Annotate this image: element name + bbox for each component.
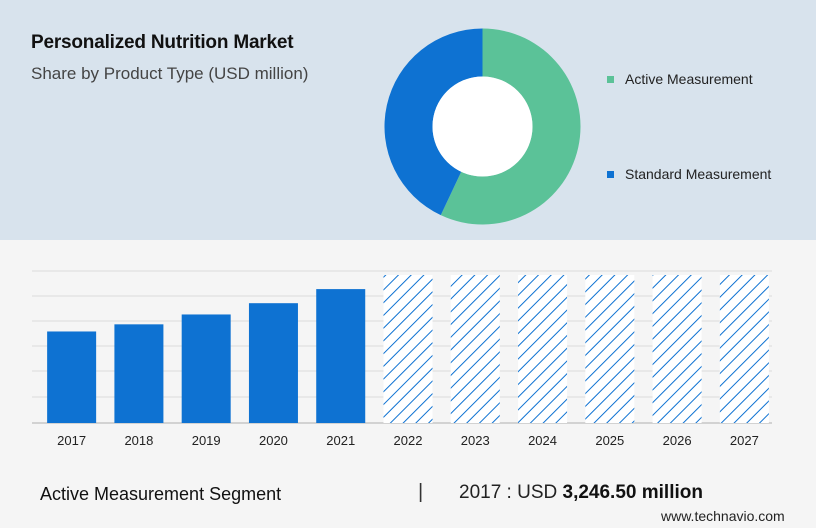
- bar-2020: [248, 303, 298, 423]
- legend-item-standard: Standard Measurement: [607, 166, 771, 182]
- donut-hole: [432, 76, 533, 177]
- bar-chart: 2017 2018 2019 2020 2021 2022 2023 2024 2025 2026…: [32, 270, 772, 448]
- forecast-bar-2023: [450, 275, 500, 423]
- bar-2018: [114, 324, 164, 423]
- x-tick-2024: 2024: [528, 433, 557, 448]
- bar-2017: [47, 331, 97, 423]
- forecast-bar-2024: [518, 275, 568, 423]
- segment-amount: 3,246.50 million: [562, 482, 703, 503]
- chart-subtitle: Share by Product Type (USD million): [31, 64, 309, 83]
- donut-chart: [384, 28, 581, 225]
- forecast-bar-2022: [383, 275, 433, 423]
- x-tick-2021: 2021: [326, 433, 355, 448]
- bar-2019: [181, 314, 231, 423]
- segment-value: 2017 : USD 3,246.50 million: [459, 482, 703, 504]
- segment-label: Active Measurement Segment: [40, 484, 282, 504]
- forecast-bar-2027: [719, 275, 769, 423]
- legend-label-active: Active Measurement: [625, 71, 753, 87]
- x-tick-2022: 2022: [394, 433, 423, 448]
- x-tick-2023: 2023: [461, 433, 490, 448]
- x-tick-2020: 2020: [259, 433, 288, 448]
- legend-item-active: Active Measurement: [607, 71, 753, 87]
- donut-slice-active-measurement: [440, 28, 581, 225]
- legend-swatch-standard: [607, 170, 614, 178]
- x-tick-2018: 2018: [124, 433, 153, 448]
- x-tick-2019: 2019: [192, 433, 221, 448]
- source-watermark: www.technavio.com: [661, 508, 785, 524]
- legend-label-standard: Standard Measurement: [625, 166, 772, 182]
- legend-swatch-active: [607, 75, 614, 83]
- x-tick-2026: 2026: [663, 433, 692, 448]
- forecast-bar-2026: [652, 275, 702, 423]
- bar-2021: [316, 289, 366, 423]
- x-tick-2025: 2025: [595, 433, 624, 448]
- forecast-bar-2025: [585, 275, 635, 423]
- x-tick-2017: 2017: [57, 433, 86, 448]
- footer-separator: |: [418, 481, 424, 503]
- donut-slice-standard-measurement: [384, 28, 483, 216]
- chart-title: Personalized Nutrition Market: [31, 32, 294, 53]
- segment-year-label: 2017 : USD: [459, 482, 558, 503]
- x-tick-2027: 2027: [730, 433, 759, 448]
